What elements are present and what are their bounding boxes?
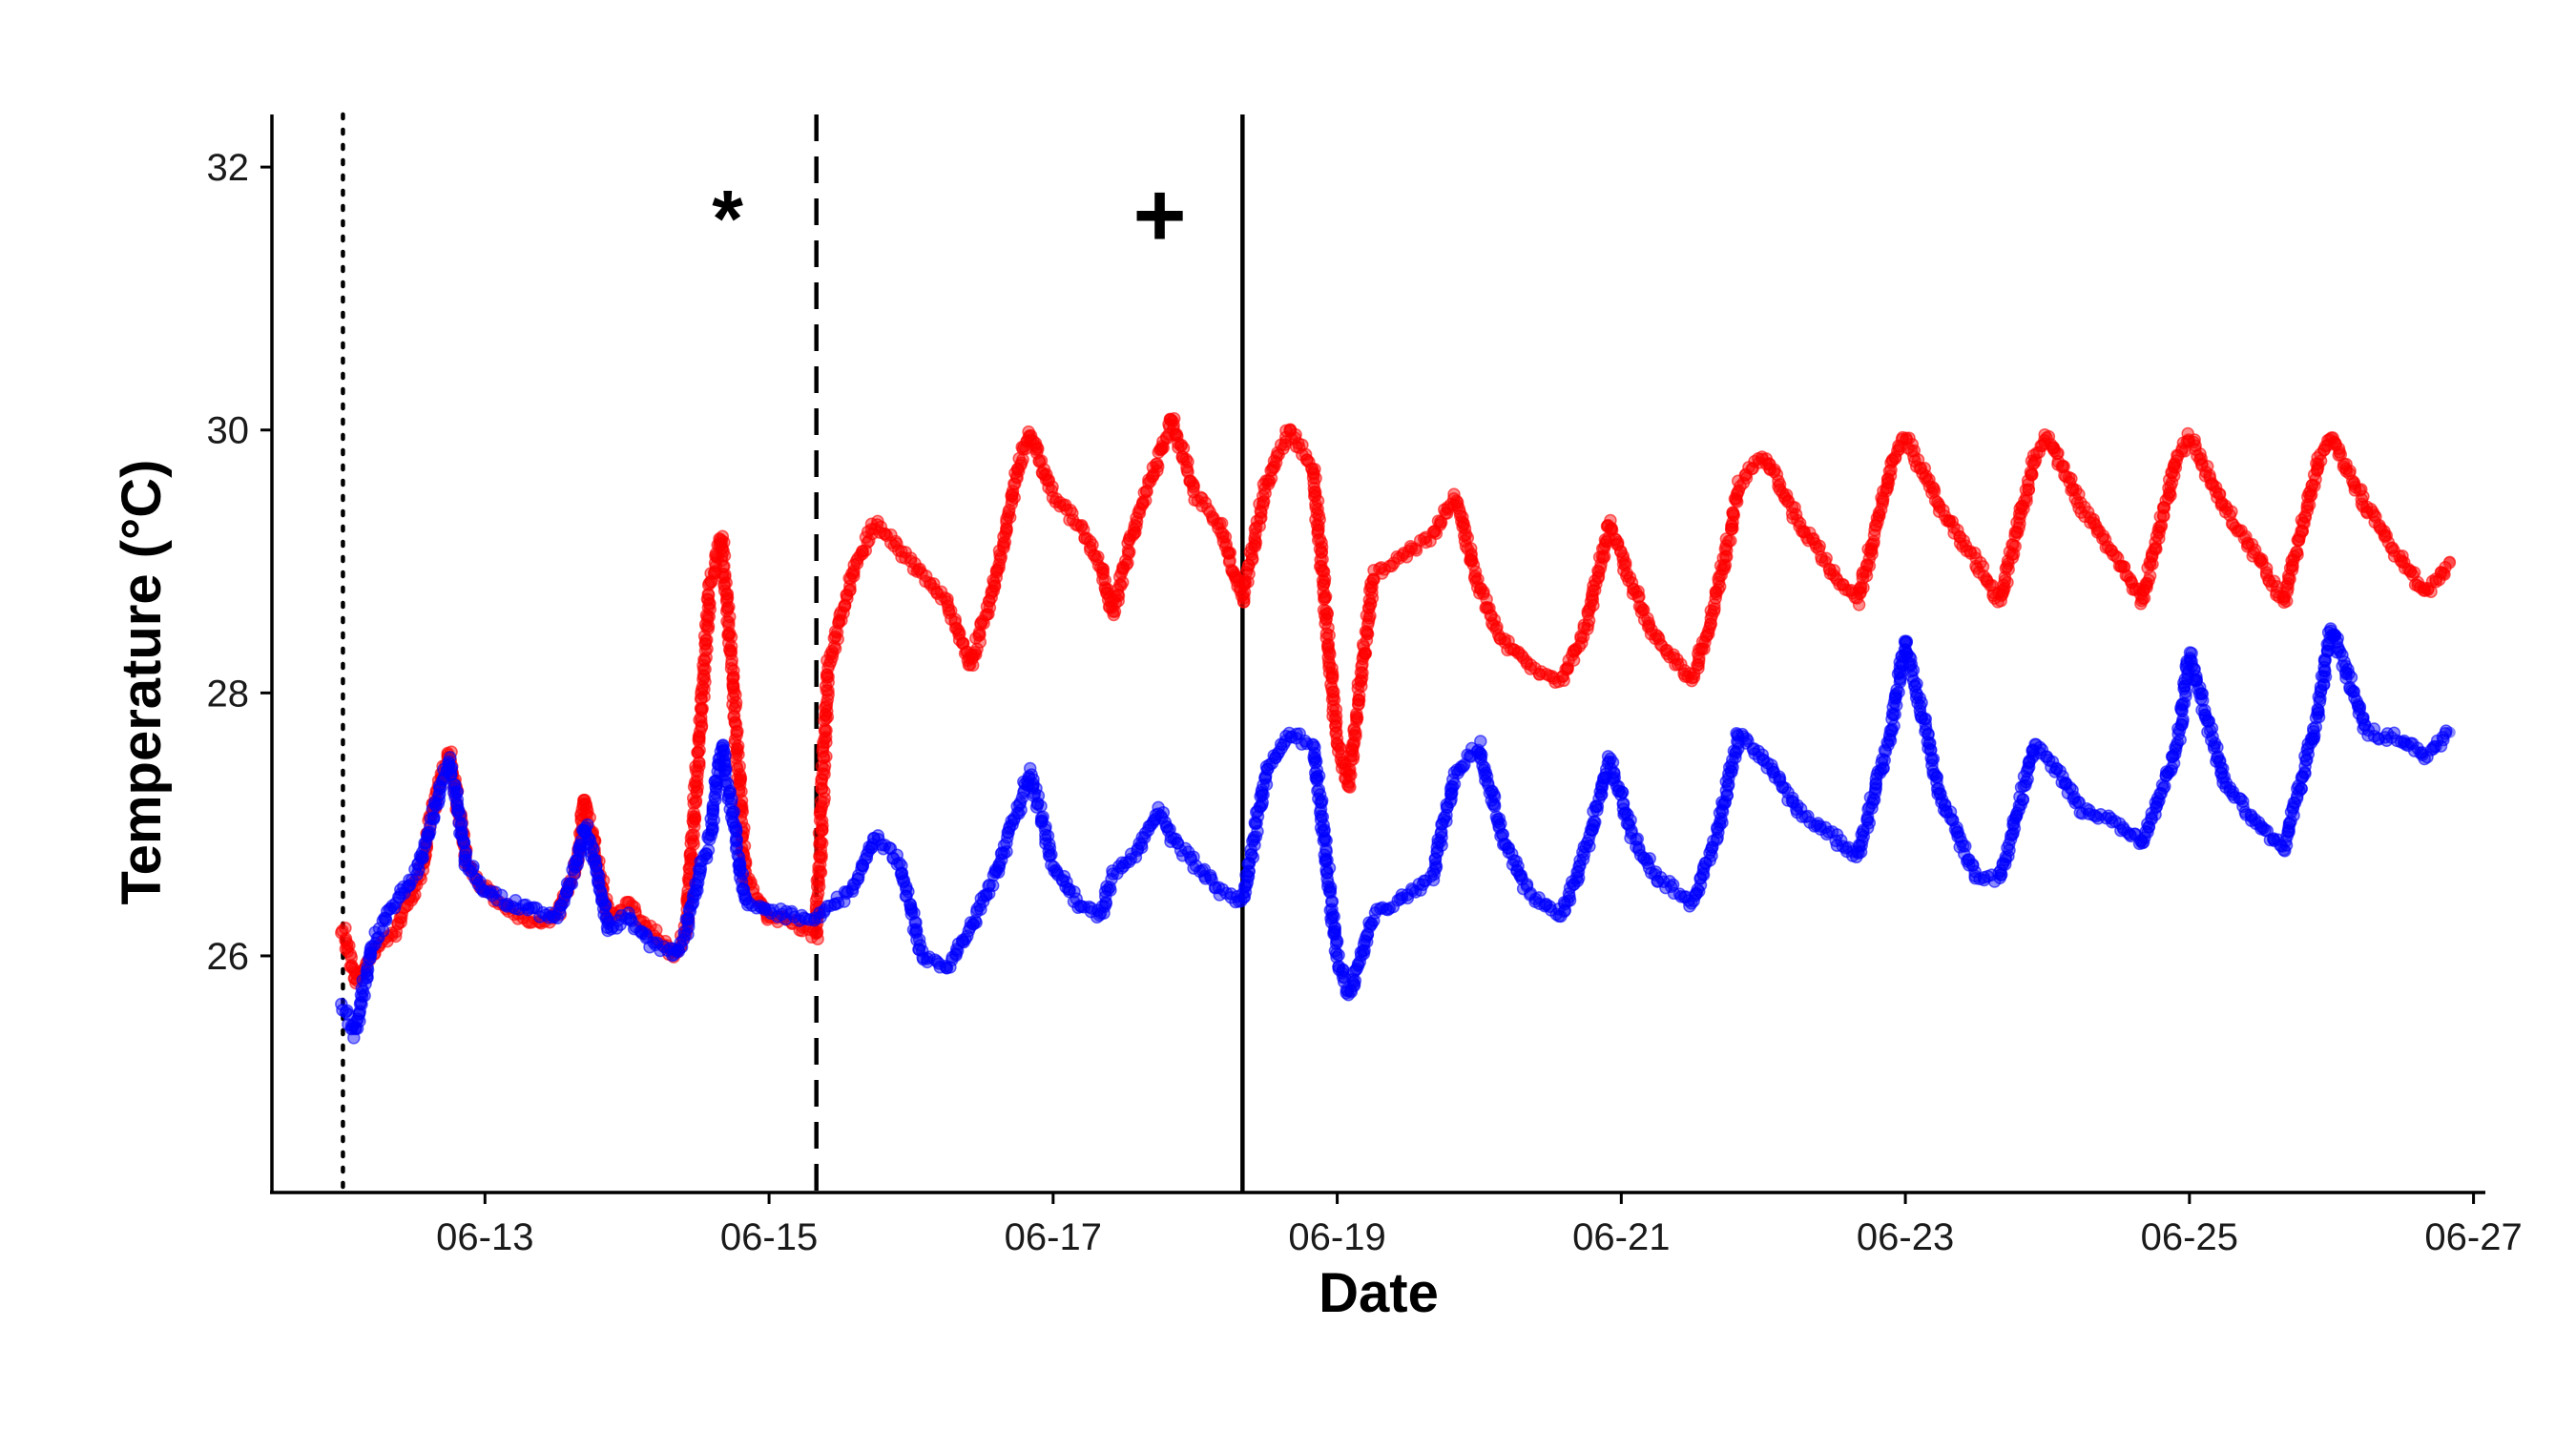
- x-tick-label: 06-21: [1572, 1216, 1670, 1258]
- data-point: [394, 911, 408, 924]
- data-point: [1151, 457, 1164, 470]
- data-point: [1332, 948, 1345, 962]
- x-tick-label: 06-23: [1857, 1216, 1954, 1258]
- reference-lines: [341, 112, 1245, 1195]
- x-tick-label: 06-17: [1005, 1216, 1102, 1258]
- data-point: [2008, 539, 2022, 553]
- y-tick-label: 26: [207, 936, 250, 978]
- data-point: [1726, 506, 1740, 519]
- annotation-marker: +: [1132, 164, 1186, 266]
- data-point: [701, 843, 716, 857]
- data-point: [388, 929, 403, 944]
- y-tick-label: 30: [207, 410, 250, 452]
- data-point: [693, 759, 706, 773]
- data-point: [1605, 522, 1618, 535]
- x-axis-title: Date: [1319, 1262, 1439, 1324]
- data-point: [687, 806, 700, 819]
- x-tick-label: 06-13: [436, 1216, 533, 1258]
- data-point: [2443, 726, 2456, 738]
- x-tick-label: 06-15: [720, 1216, 818, 1258]
- data-point: [2158, 779, 2171, 793]
- data-point: [696, 673, 710, 686]
- y-tick-label: 28: [207, 673, 250, 715]
- data-point: [695, 702, 708, 716]
- x-tick-label: 06-27: [2424, 1216, 2522, 1258]
- data-point: [1318, 592, 1331, 606]
- y-tick-label: 32: [207, 147, 250, 189]
- annotations: * +: [712, 164, 1186, 266]
- data-point: [1034, 799, 1048, 813]
- data-point: [2025, 467, 2039, 482]
- annotation-marker: *: [712, 174, 743, 263]
- data-point: [1852, 598, 1866, 612]
- data-point: [1589, 815, 1602, 829]
- data-point: [2295, 781, 2308, 796]
- x-tick-label: 06-19: [1288, 1216, 1385, 1258]
- y-axis-title: Temperature (°C): [111, 460, 173, 905]
- data-point: [843, 583, 857, 597]
- data-point: [336, 923, 349, 938]
- data-point: [2443, 555, 2456, 568]
- data-point: [2290, 545, 2304, 559]
- data-point: [2016, 793, 2029, 806]
- axes: [270, 114, 2485, 1194]
- x-tick-label: 06-25: [2141, 1216, 2238, 1258]
- data-points: [335, 411, 2457, 1045]
- data-point: [1724, 534, 1737, 548]
- data-point: [697, 653, 712, 668]
- data-point: [810, 890, 824, 904]
- data-point: [1342, 764, 1356, 778]
- data-point: [1898, 634, 1912, 648]
- data-point: [1929, 770, 1943, 783]
- data-point: [1474, 735, 1487, 748]
- data-point: [1925, 754, 1939, 767]
